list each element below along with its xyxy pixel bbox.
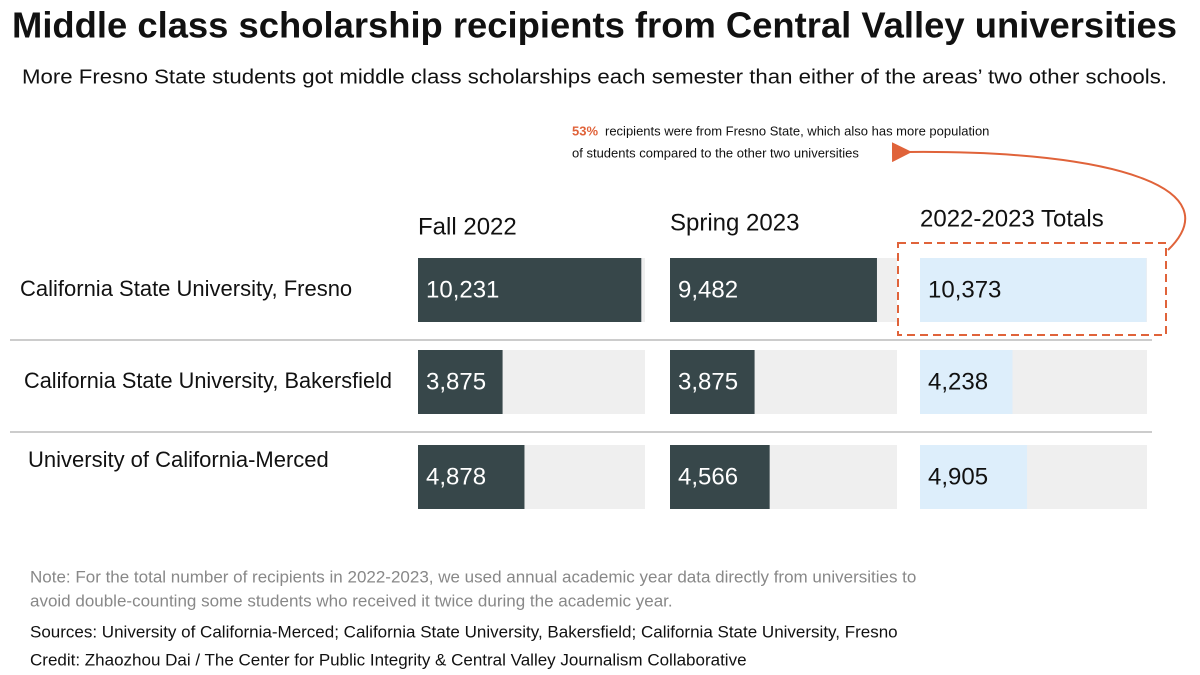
note: avoid double-counting some students who …: [30, 591, 673, 610]
column-header: 2022-2023 Totals: [920, 205, 1104, 232]
bar: [920, 445, 1028, 509]
credit: Credit: Zhaozhou Dai / The Center for Pu…: [30, 650, 747, 669]
subtitle: More Fresno State students got middle cl…: [22, 66, 1167, 88]
value-label: 4,878: [426, 463, 486, 490]
column-header: Fall 2022: [418, 213, 517, 240]
bar: [670, 350, 755, 414]
value-label: 3,875: [678, 368, 738, 395]
value-label: 4,566: [678, 463, 738, 490]
annotation-text: recipients were from Fresno State, which…: [605, 123, 989, 138]
annotation-text: of students compared to the other two un…: [572, 145, 859, 160]
bar: [920, 350, 1013, 414]
bar: [418, 350, 503, 414]
sources: Sources: University of California-Merced…: [30, 622, 898, 641]
bar: [670, 445, 770, 509]
note: Note: For the total number of recipients…: [30, 567, 916, 586]
row-label: California State University, Bakersfield: [24, 368, 392, 393]
highlight-box: [897, 242, 1167, 336]
bar: [920, 258, 1147, 322]
value-label: 4,238: [928, 368, 988, 395]
row-label: California State University, Fresno: [20, 276, 352, 301]
annotation-arrow: [891, 142, 1187, 251]
bar: [670, 258, 877, 322]
annotation-highlight: 53%: [572, 123, 598, 138]
bar: [418, 445, 525, 509]
value-label: 3,875: [426, 368, 486, 395]
chart-title: Middle class scholarship recipients from…: [12, 5, 1177, 46]
value-label: 4,905: [928, 463, 988, 490]
value-label: 9,482: [678, 276, 738, 303]
bar: [418, 258, 642, 322]
value-label: 10,231: [426, 276, 499, 303]
row-label: University of California-Merced: [28, 447, 329, 472]
column-header: Spring 2023: [670, 209, 799, 236]
value-label: 10,373: [928, 276, 1001, 303]
